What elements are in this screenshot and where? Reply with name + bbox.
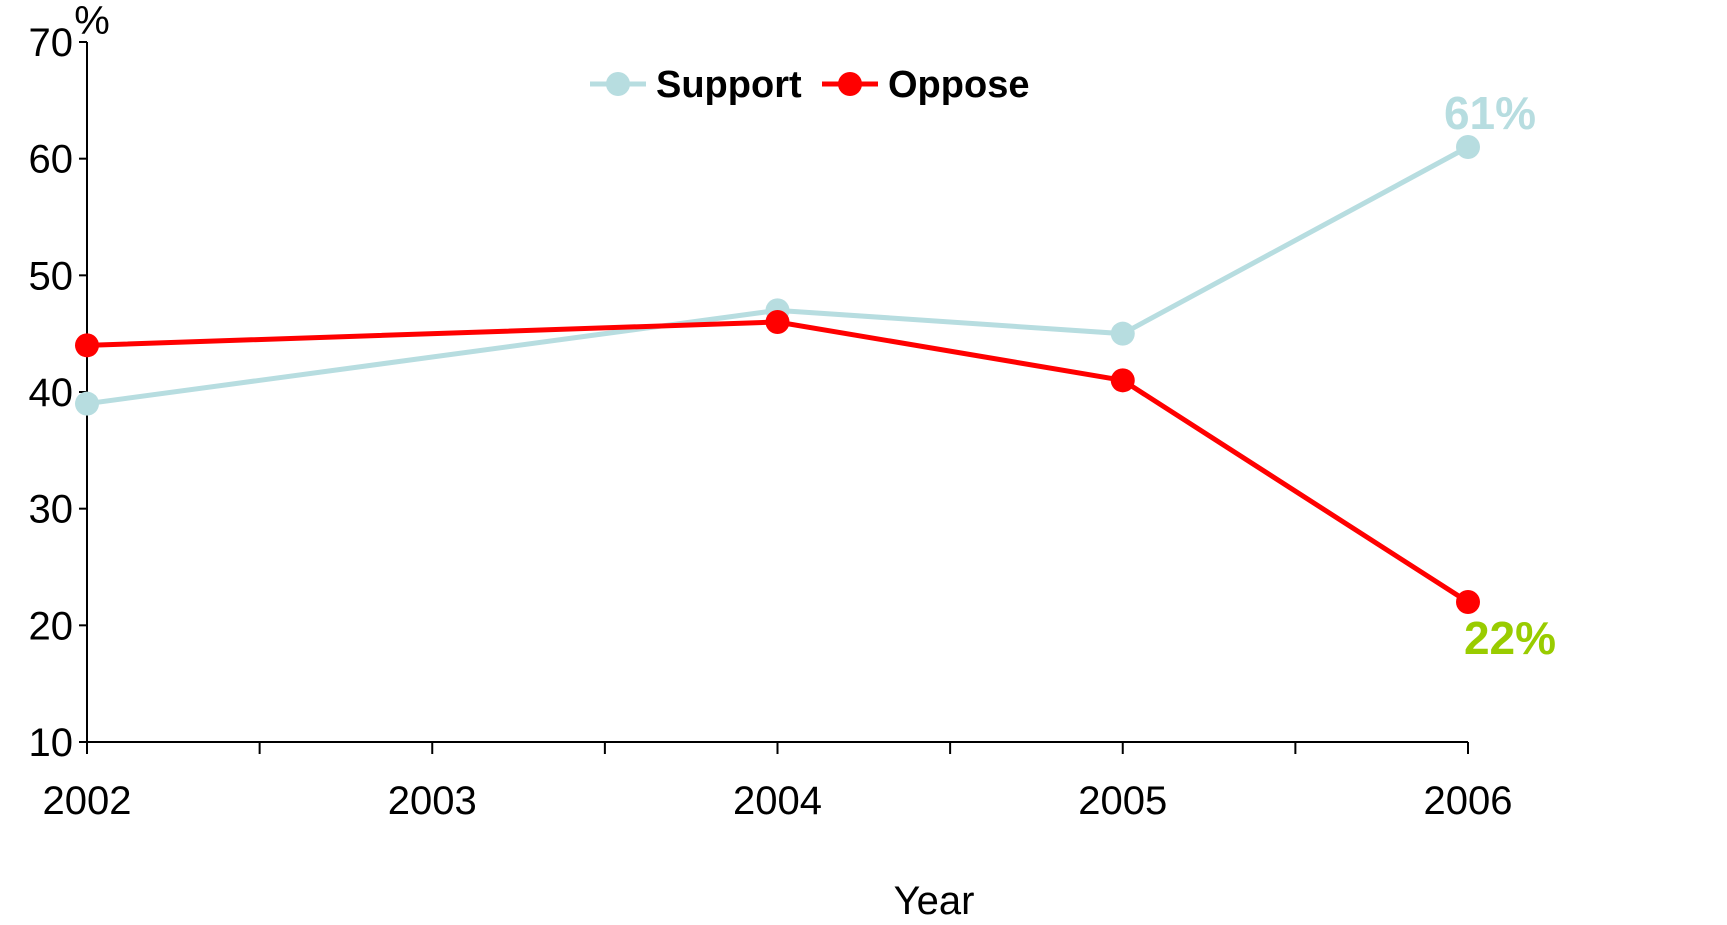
legend-item-support: Support [590, 64, 802, 106]
data-point [1456, 135, 1480, 159]
y-tick-label: 60 [29, 138, 74, 182]
y-tick-label: 50 [29, 254, 74, 298]
series-oppose [75, 310, 1480, 614]
data-point [75, 333, 99, 358]
y-tick-label: 10 [29, 721, 74, 765]
y-tick-label: 70 [29, 21, 74, 65]
x-tick-label: 2004 [733, 779, 822, 823]
legend-item-oppose: Oppose [822, 64, 1029, 106]
y-axis-title: % [74, 0, 110, 43]
y-tick-label: 20 [29, 604, 74, 648]
chart-ticks: 10 20 30 40 50 60 70 2002 2003 2004 2005 2006 [29, 21, 1513, 823]
legend-swatch-marker [606, 72, 630, 96]
data-point [1110, 321, 1135, 346]
x-tick-label: 2006 [1424, 779, 1513, 823]
legend-label: Support [656, 64, 802, 106]
legend-swatch-marker [838, 72, 862, 96]
chart-axes [86, 42, 1468, 743]
data-point [75, 391, 99, 416]
data-point [765, 310, 790, 334]
y-tick-label: 30 [29, 488, 74, 532]
data-point [1456, 590, 1480, 614]
chart-series [75, 135, 1480, 614]
x-tick-label: 2005 [1078, 779, 1167, 823]
legend-label: Oppose [888, 64, 1029, 106]
data-point [1110, 368, 1135, 393]
y-tick-label: 40 [29, 371, 74, 415]
x-tick-label: 2002 [43, 779, 132, 823]
x-axis-title: Year [894, 879, 975, 923]
series-support [75, 135, 1480, 416]
chart-annotations: 61% 22% [1444, 87, 1556, 664]
series-line [86, 144, 1470, 407]
chart-legend: Support Oppose [590, 64, 1029, 106]
x-tick-label: 2003 [388, 779, 477, 823]
series-line [86, 319, 1470, 605]
data-label: 61% [1444, 87, 1536, 139]
data-label: 22% [1464, 612, 1556, 664]
